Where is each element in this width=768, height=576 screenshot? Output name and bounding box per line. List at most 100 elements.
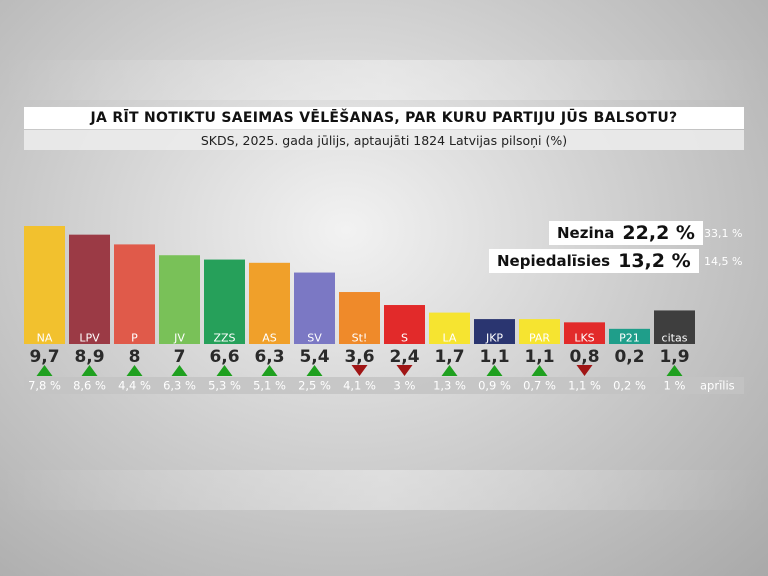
bar-AS <box>249 262 290 331</box>
trend-up-icon <box>441 365 458 376</box>
trend-up-icon <box>531 365 548 376</box>
party-label: ZZS <box>213 332 235 345</box>
previous-value-label: 4,1 % <box>343 379 376 393</box>
previous-value-label: 2,5 % <box>298 379 331 393</box>
previous-value-label: 5,3 % <box>208 379 241 393</box>
value-label: 0,2 <box>614 347 644 367</box>
nepiedalisies-box: Nepiedalīsies 13,2 % <box>489 249 699 273</box>
trend-up-icon <box>81 365 98 376</box>
bar-JV <box>159 255 200 331</box>
party-label: AS <box>262 332 277 345</box>
party-label: JKP <box>485 332 503 345</box>
bar-SV <box>294 272 335 331</box>
bar-LA <box>429 312 470 331</box>
value-label: 8,9 <box>74 347 104 367</box>
bar-St! <box>339 292 380 331</box>
bar-S <box>384 305 425 331</box>
trend-up-icon <box>306 365 323 376</box>
party-label-bg <box>114 331 155 344</box>
value-label: 6,6 <box>209 347 239 367</box>
value-label: 1,1 <box>479 347 509 367</box>
trend-down-icon <box>396 365 413 376</box>
previous-value-label: 0,9 % <box>478 379 511 393</box>
previous-value-label: 1,3 % <box>433 379 466 393</box>
previous-value-label: 6,3 % <box>163 379 196 393</box>
background-streak <box>0 60 768 100</box>
bar-JKP <box>474 319 515 331</box>
party-label-bg <box>429 331 470 344</box>
trend-up-icon <box>216 365 233 376</box>
previous-value-label: 0,2 % <box>613 379 646 393</box>
party-label: LA <box>443 332 457 345</box>
nezina-box: Nezina 22,2 % <box>549 221 703 245</box>
bar-ZZS <box>204 259 245 331</box>
trend-up-icon <box>36 365 53 376</box>
trend-up-icon <box>486 365 503 376</box>
party-label-bg <box>609 331 650 344</box>
value-label: 6,3 <box>254 347 284 367</box>
party-label: PAR <box>529 332 550 345</box>
previous-value-label: 1 % <box>664 379 686 393</box>
previous-value-label: 1,1 % <box>568 379 601 393</box>
value-label: 2,4 <box>389 347 419 367</box>
party-label-bg <box>654 331 695 344</box>
nepiedalisies-label: Nepiedalīsies <box>497 252 611 270</box>
nezina-previous: 33,1 % <box>704 227 743 240</box>
bar-LKS <box>564 322 605 331</box>
trend-down-icon <box>351 365 368 376</box>
party-label-bg <box>159 331 200 344</box>
previous-period-label: aprīlis <box>700 379 735 393</box>
previous-value-label: 4,4 % <box>118 379 151 393</box>
value-label: 8 <box>129 347 141 367</box>
bar-LPV <box>69 234 110 331</box>
party-label: NA <box>37 332 53 345</box>
party-label-bg <box>384 331 425 344</box>
previous-value-label: 8,6 % <box>73 379 106 393</box>
title-bar: JA RĪT NOTIKTU SAEIMAS VĒLĒŠANAS, PAR KU… <box>24 107 744 129</box>
chart-subtitle: SKDS, 2025. gada jūlijs, aptaujāti 1824 … <box>200 132 568 148</box>
nepiedalisies-value: 13,2 % <box>618 250 691 272</box>
party-label-bg <box>474 331 515 344</box>
previous-value-label: 3 % <box>394 379 416 393</box>
party-label: S <box>401 332 408 345</box>
party-label-bg <box>339 331 380 344</box>
value-label: 1,1 <box>524 347 554 367</box>
nepiedalisies-previous: 14,5 % <box>704 255 743 268</box>
party-label-bg <box>294 331 335 344</box>
bar-P <box>114 244 155 331</box>
bar-P21 <box>609 328 650 331</box>
trend-up-icon <box>126 365 143 376</box>
bar-PAR <box>519 319 560 331</box>
bar-citas <box>654 310 695 331</box>
party-label: P <box>131 332 138 345</box>
party-label: JV <box>173 332 185 345</box>
party-label: LPV <box>79 332 100 345</box>
nezina-label: Nezina <box>557 224 615 242</box>
trend-down-icon <box>576 365 593 376</box>
party-label-bg <box>69 331 110 344</box>
previous-value-label: 5,1 % <box>253 379 286 393</box>
trend-up-icon <box>171 365 188 376</box>
party-label-bg <box>519 331 560 344</box>
value-label: 9,7 <box>29 347 59 367</box>
trend-up-icon <box>261 365 278 376</box>
subtitle-bar: SKDS, 2025. gada jūlijs, aptaujāti 1824 … <box>24 130 744 150</box>
party-label: St! <box>352 332 368 345</box>
previous-value-label: 0,7 % <box>523 379 556 393</box>
party-label-bg <box>564 331 605 344</box>
party-label: LKS <box>574 332 594 345</box>
party-label-bg <box>24 331 65 344</box>
value-label: 0,8 <box>569 347 599 367</box>
party-label: SV <box>307 332 322 345</box>
value-label: 5,4 <box>299 347 329 367</box>
party-label: P21 <box>619 332 640 345</box>
previous-value-label: 7,8 % <box>28 379 61 393</box>
bar-NA <box>24 226 65 331</box>
party-label-bg <box>249 331 290 344</box>
trend-up-icon <box>666 365 683 376</box>
value-label: 1,7 <box>434 347 464 367</box>
party-label-bg <box>204 331 245 344</box>
nezina-value: 22,2 % <box>622 222 695 244</box>
value-label: 7 <box>174 347 186 367</box>
